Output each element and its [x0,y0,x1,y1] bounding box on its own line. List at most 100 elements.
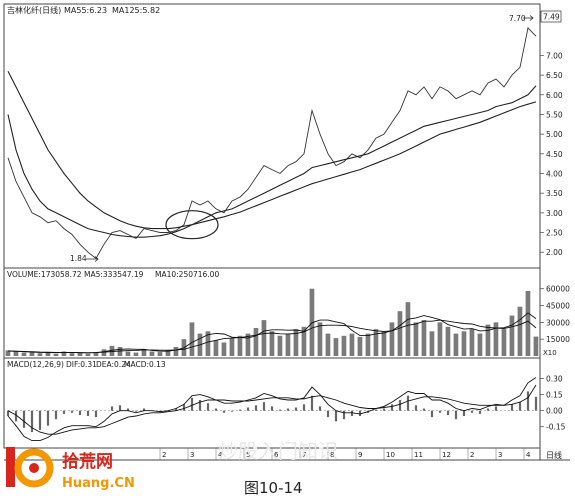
volume-bar [485,324,491,356]
volume-bar [77,352,83,356]
volume-bar [445,326,451,356]
volume-bar [349,333,355,356]
volume-bar [269,331,275,356]
xtick-label: 2 [470,451,474,459]
price-ytick-label: 4.50 [546,150,563,159]
high-price-marker: 7.70 [509,14,526,23]
ma55-line [7,85,537,238]
low-price-marker: 1.84 [70,254,87,263]
volume-bar [53,353,59,356]
price-ytick-label: 3.00 [546,209,563,218]
volume-bar [125,351,131,356]
volume-bar [357,336,363,356]
volume-bar [69,353,75,356]
period-label: 日线 [546,450,562,460]
xtick-label: 2 [162,451,166,459]
last-price-box [540,10,562,23]
volume-bar [477,333,483,356]
volume-ytick-label: 30000 [546,318,570,327]
volume-bar [389,322,395,356]
volume-bar [453,333,459,356]
xtick-label: 7 [302,451,306,459]
volume-bar [397,311,403,356]
price-ytick-label: 2.00 [546,248,563,257]
volume-bar [413,322,419,356]
volume-bar [509,315,515,356]
price-ytick-label: 5.50 [546,110,563,119]
macd-value-readout: MACD:0.13 [124,360,166,369]
volume-bar [341,335,347,356]
volume-bar [165,350,171,356]
xtick-label: 11 [414,451,423,459]
xtick-label: 12 [442,451,451,459]
volume-bar [5,350,11,356]
low-price-arrow [86,256,99,262]
volume-bar [517,306,523,356]
volume-bar [317,322,323,356]
volume-bar [157,352,163,356]
price-chart-title: 吉林化纤(日线) [7,5,61,15]
macd-dea-line [7,384,537,435]
volume-bar [373,329,379,356]
macd-ytick-label: -0.15 [546,423,566,432]
volume-bar [293,329,299,356]
volume-readout: VOLUME:173058.72 [7,270,82,279]
volume-bar [501,329,507,356]
xtick-label: 5 [246,451,250,459]
price-ytick-label: 6.00 [546,91,563,100]
macd-ytick-label: 0.15 [546,391,563,400]
ma125-readout: MA125:5.82 [112,6,160,15]
volume-bar [333,338,339,356]
macd-dif-line [7,377,537,442]
volume-bar [45,352,51,356]
high-price-arrow [523,15,534,21]
volume-bar [325,333,331,356]
logo-zero-ring [14,448,54,488]
ma125-line [7,70,537,230]
volume-bar [405,302,411,356]
volume-bar [21,352,27,356]
volume-bar [133,352,139,356]
volume-bar [253,328,259,356]
volume-bar [229,338,235,356]
volume-bar [221,342,227,356]
xtick-label: 10 [386,451,395,459]
price-ytick-label: 2.50 [546,229,563,238]
volume-ytick-label: 60000 [546,285,570,294]
price-panel-frame [3,3,541,269]
xtick-label: 4 [526,451,531,459]
figure-caption: 图10-14 [244,479,303,497]
volume-bar [109,345,115,356]
site-logo [6,447,54,488]
watermark-brand: 拾荒网 [62,451,113,472]
volume-ma10-readout: MA10:250716.00 [155,270,219,279]
price-ytick-label: 3.50 [546,189,563,198]
xtick-label: 8 [330,451,334,459]
volume-bar [37,353,43,356]
volume-bar [381,331,387,356]
price-ytick-label: 7.00 [546,51,563,60]
volume-ma5-readout: MA5:333547.19 [84,270,144,279]
logo-zero-inner [29,463,39,473]
volume-bar [29,352,35,356]
volume-bar [285,333,291,356]
watermark-faint-text: 炒股入门知识 [218,439,338,463]
price-ytick-label: 6.50 [546,71,563,80]
volume-bar [525,291,531,356]
volume-bar [85,353,91,356]
volume-bar [173,347,179,356]
volume-ma10-line [7,319,537,354]
volume-bar [205,331,211,356]
volume-bar [365,333,371,356]
macd-dea-readout: DEA:0.24 [96,360,131,369]
macd-ytick-label: 0.00 [546,407,563,416]
volume-bar [61,351,67,356]
xtick-label: 6 [274,451,279,459]
last-price-label: 7.49 [543,13,560,22]
volume-bar [533,336,539,356]
volume-ytick-label: 15000 [546,335,570,344]
macd-name: MACD(12,26,9) [7,360,64,369]
volume-bar [149,351,155,356]
volume-bar [237,335,243,356]
